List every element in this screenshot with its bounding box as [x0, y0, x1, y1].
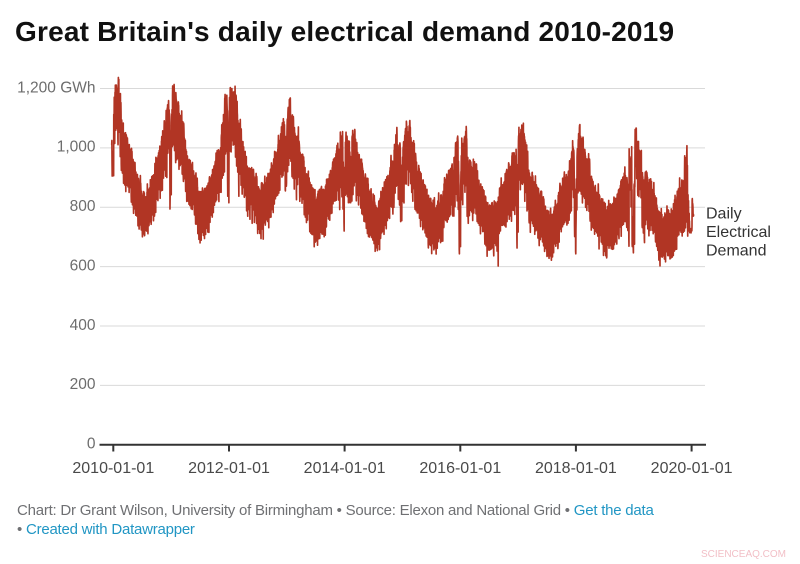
- svg-text:800: 800: [70, 198, 96, 215]
- svg-text:2016-01-01: 2016-01-01: [419, 460, 501, 477]
- svg-text:200: 200: [70, 376, 96, 393]
- svg-text:400: 400: [70, 317, 96, 334]
- svg-text:Daily: Daily: [706, 206, 742, 223]
- svg-text:2010-01-01: 2010-01-01: [72, 460, 154, 477]
- svg-text:1,000: 1,000: [57, 139, 96, 156]
- svg-text:Electrical: Electrical: [706, 224, 771, 241]
- svg-text:0: 0: [87, 436, 96, 453]
- svg-text:2014-01-01: 2014-01-01: [304, 460, 386, 477]
- svg-text:Demand: Demand: [706, 243, 766, 260]
- svg-text:2012-01-01: 2012-01-01: [188, 460, 270, 477]
- svg-text:600: 600: [70, 257, 96, 274]
- svg-text:2020-01-01: 2020-01-01: [651, 460, 733, 477]
- svg-text:1,200 GWh: 1,200 GWh: [17, 79, 95, 96]
- svg-text:2018-01-01: 2018-01-01: [535, 460, 617, 477]
